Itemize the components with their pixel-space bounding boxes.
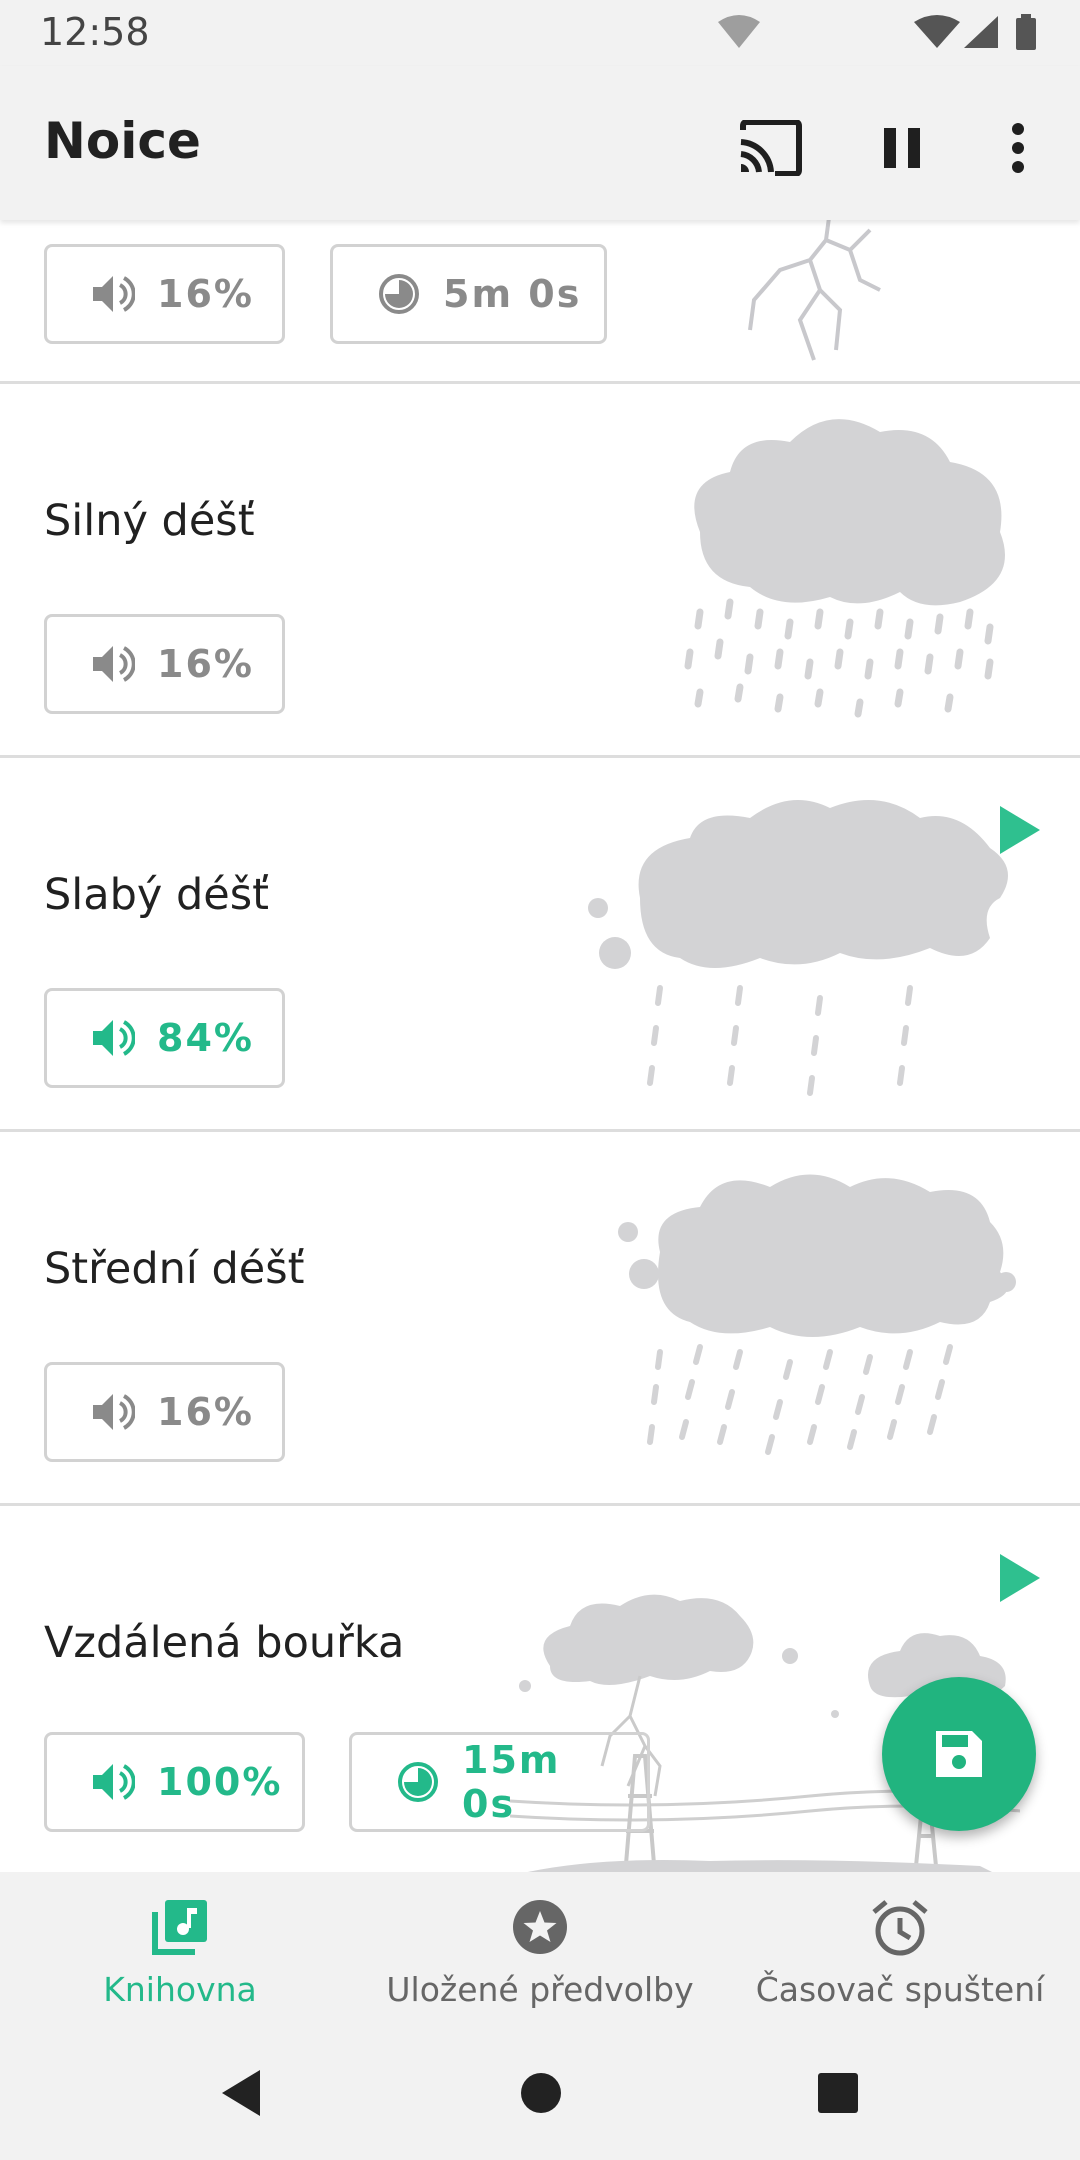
sound-row[interactable]: 16% 5m 0s <box>0 220 1080 384</box>
volume-button[interactable]: 100% <box>44 1732 305 1832</box>
volume-button[interactable]: 16% <box>44 1362 285 1462</box>
volume-value: 100% <box>157 1760 283 1804</box>
system-navigation-bar <box>0 2022 1080 2160</box>
volume-value: 16% <box>157 642 254 686</box>
timer-button[interactable]: 5m 0s <box>330 244 607 344</box>
alarm-clock-icon <box>872 1900 928 1956</box>
nav-label: Uložené předvolby <box>386 1970 694 2009</box>
volume-value: 16% <box>157 1390 254 1434</box>
play-indicator-icon <box>1000 806 1040 854</box>
app-title: Noice <box>44 112 201 170</box>
cast-icon <box>740 120 802 176</box>
sound-name: Střední déšť <box>44 1244 305 1294</box>
volume-icon <box>93 276 135 312</box>
play-indicator-icon <box>1000 1554 1040 1602</box>
sound-row[interactable]: Silný déšť 16% <box>0 384 1080 758</box>
star-icon <box>513 1900 567 1954</box>
back-icon <box>222 2070 260 2116</box>
status-bar: 12:58 <box>0 0 1080 66</box>
timer-icon <box>398 1762 438 1802</box>
home-icon <box>521 2073 561 2113</box>
more-vert-icon <box>1012 123 1024 173</box>
volume-button[interactable]: 16% <box>44 614 285 714</box>
save-preset-fab[interactable] <box>882 1677 1036 1831</box>
status-time: 12:58 <box>40 10 150 54</box>
volume-button[interactable]: 84% <box>44 988 285 1088</box>
volume-value: 84% <box>157 1016 254 1060</box>
timer-value: 15m 0s <box>462 1738 561 1826</box>
sound-library-list[interactable]: 16% 5m 0s Silný déšť 16% <box>0 220 1080 1872</box>
volume-icon <box>93 646 135 682</box>
lightning-icon <box>748 220 881 361</box>
wifi-icon <box>914 15 960 48</box>
battery-icon <box>1016 14 1036 50</box>
cast-button[interactable] <box>732 110 808 186</box>
bottom-navigation: Knihovna Uložené předvolby Časovač spušt… <box>0 1872 1080 2022</box>
nav-label: Časovač spuštení <box>755 1970 1045 2009</box>
nav-item-start-timer[interactable]: Časovač spuštení <box>720 1872 1080 2022</box>
timer-value: 5m 0s <box>443 272 582 316</box>
sound-name: Vzdálená bouřka <box>44 1618 405 1668</box>
recents-button[interactable] <box>803 2058 873 2128</box>
home-button[interactable] <box>506 2058 576 2128</box>
nav-item-library[interactable]: Knihovna <box>0 1872 360 2022</box>
sound-name: Silný déšť <box>44 496 255 546</box>
pause-icon <box>884 128 920 168</box>
back-button[interactable] <box>206 2058 276 2128</box>
sound-name: Slabý déšť <box>44 870 270 920</box>
library-music-icon <box>152 1900 207 1955</box>
heavy-rain-cloud-icon <box>684 419 1005 718</box>
nav-label: Knihovna <box>103 1970 257 2009</box>
volume-icon <box>93 1020 135 1056</box>
app-bar: Noice <box>0 66 1080 220</box>
cellular-signal-icon <box>964 16 998 48</box>
wifi-small-icon <box>718 15 760 48</box>
sound-row[interactable]: Střední déšť 16% <box>0 1132 1080 1506</box>
volume-button[interactable]: 16% <box>44 244 285 344</box>
volume-value: 16% <box>157 272 254 316</box>
light-rain-cloud-icon <box>588 800 1008 1096</box>
nav-item-saved-presets[interactable]: Uložené předvolby <box>360 1872 720 2022</box>
overflow-menu-button[interactable] <box>980 110 1056 186</box>
recents-icon <box>818 2073 858 2113</box>
sound-row[interactable]: Slabý déšť 84% <box>0 758 1080 1132</box>
timer-icon <box>379 274 419 314</box>
pause-button[interactable] <box>864 110 940 186</box>
moderate-rain-cloud-icon <box>618 1174 1016 1455</box>
volume-icon <box>93 1764 135 1800</box>
timer-button[interactable]: 15m 0s <box>349 1732 650 1832</box>
save-icon <box>936 1731 982 1777</box>
volume-icon <box>93 1394 135 1430</box>
